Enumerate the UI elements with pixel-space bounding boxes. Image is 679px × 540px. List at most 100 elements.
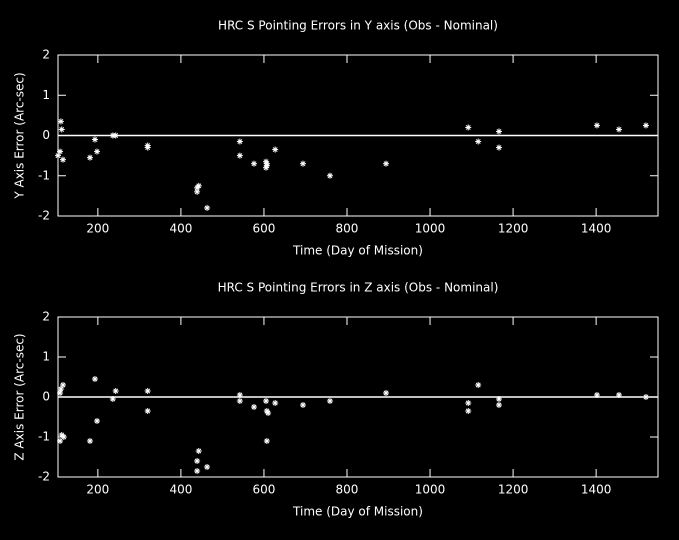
point-stroke xyxy=(496,145,502,151)
point-stroke xyxy=(616,127,622,132)
point xyxy=(57,390,64,396)
point xyxy=(195,448,202,454)
point xyxy=(615,392,622,398)
point-stroke xyxy=(465,124,471,130)
point xyxy=(272,400,279,406)
chart-title: HRC S Pointing Errors in Z axis (Obs - N… xyxy=(218,281,499,295)
point xyxy=(194,468,201,474)
point-stroke xyxy=(194,458,200,464)
point xyxy=(465,408,472,414)
x-tick-label: 1200 xyxy=(498,222,529,236)
point xyxy=(272,146,279,153)
point xyxy=(55,152,61,159)
x-tick-label: 1000 xyxy=(415,222,446,236)
point-stroke xyxy=(496,396,502,402)
point xyxy=(94,148,101,155)
point-stroke xyxy=(475,139,481,144)
point xyxy=(112,388,119,394)
point-stroke xyxy=(204,205,210,211)
point-stroke xyxy=(251,161,257,167)
y-tick-label: 1 xyxy=(42,88,50,102)
point-stroke xyxy=(327,398,333,404)
point xyxy=(383,160,390,167)
point xyxy=(615,126,622,133)
point-stroke xyxy=(264,438,270,444)
point-stroke xyxy=(145,408,151,414)
point-stroke xyxy=(87,438,93,444)
chart-title: HRC S Pointing Errors in Y axis (Obs - N… xyxy=(218,19,498,33)
point xyxy=(236,152,243,159)
point-stroke xyxy=(383,161,389,167)
x-axis-label: Time (Day of Mission) xyxy=(292,505,423,519)
point-stroke xyxy=(272,400,278,406)
point-stroke xyxy=(55,153,61,159)
y-axis-label: Z Axis Error (Arc-sec) xyxy=(13,333,27,460)
point xyxy=(195,182,202,189)
point-stroke xyxy=(194,189,200,195)
point-stroke xyxy=(263,165,269,171)
point-stroke xyxy=(300,402,306,408)
point xyxy=(495,128,502,135)
x-tick-label: 400 xyxy=(169,483,192,497)
point-stroke xyxy=(475,382,481,388)
point-stroke xyxy=(57,390,63,396)
point-stroke xyxy=(204,464,210,470)
point-stroke xyxy=(237,398,243,404)
point xyxy=(112,132,119,139)
point-stroke xyxy=(92,137,98,142)
x-tick-label: 600 xyxy=(252,483,275,497)
point xyxy=(144,388,151,394)
point xyxy=(250,404,257,410)
point-stroke xyxy=(465,408,471,414)
point xyxy=(642,122,649,129)
point xyxy=(86,154,93,161)
point xyxy=(593,122,600,129)
point xyxy=(60,434,67,440)
point xyxy=(326,172,333,179)
point xyxy=(94,418,101,424)
point xyxy=(59,382,66,388)
point xyxy=(465,124,472,131)
point-stroke xyxy=(616,392,622,398)
point xyxy=(57,438,64,444)
y-tick-label: -2 xyxy=(38,470,50,484)
point-stroke xyxy=(251,404,257,410)
point xyxy=(495,402,502,408)
point-stroke xyxy=(60,157,66,163)
point-stroke xyxy=(196,183,202,189)
point xyxy=(91,136,98,143)
point-stroke xyxy=(264,408,270,414)
point-stroke xyxy=(58,386,64,392)
point xyxy=(265,410,272,416)
point-stroke xyxy=(145,388,151,394)
point xyxy=(194,188,201,195)
x-axis-label: Time (Day of Mission) xyxy=(292,244,423,258)
point-stroke xyxy=(57,438,63,444)
point xyxy=(263,164,270,171)
x-tick-label: 200 xyxy=(86,222,109,236)
point-stroke xyxy=(61,434,67,440)
point-stroke xyxy=(113,133,119,138)
x-tick-label: 800 xyxy=(336,222,359,236)
point xyxy=(57,118,64,125)
point-stroke xyxy=(643,122,649,128)
x-tick-label: 800 xyxy=(336,483,359,497)
point-stroke xyxy=(643,394,649,400)
point-stroke xyxy=(496,129,502,134)
point-stroke xyxy=(272,147,278,153)
point-stroke xyxy=(465,400,471,406)
point-stroke xyxy=(263,159,269,165)
y-tick-label: 2 xyxy=(42,48,50,62)
point xyxy=(236,392,243,398)
point xyxy=(59,156,66,163)
point xyxy=(204,464,211,470)
y-axis-label: Y Axis Error (Arc-sec) xyxy=(13,72,27,199)
point xyxy=(263,398,270,404)
point xyxy=(236,138,243,145)
point xyxy=(263,438,270,444)
point xyxy=(204,204,211,211)
point-stroke xyxy=(145,145,151,151)
point-stroke xyxy=(496,402,502,408)
point xyxy=(109,396,116,402)
